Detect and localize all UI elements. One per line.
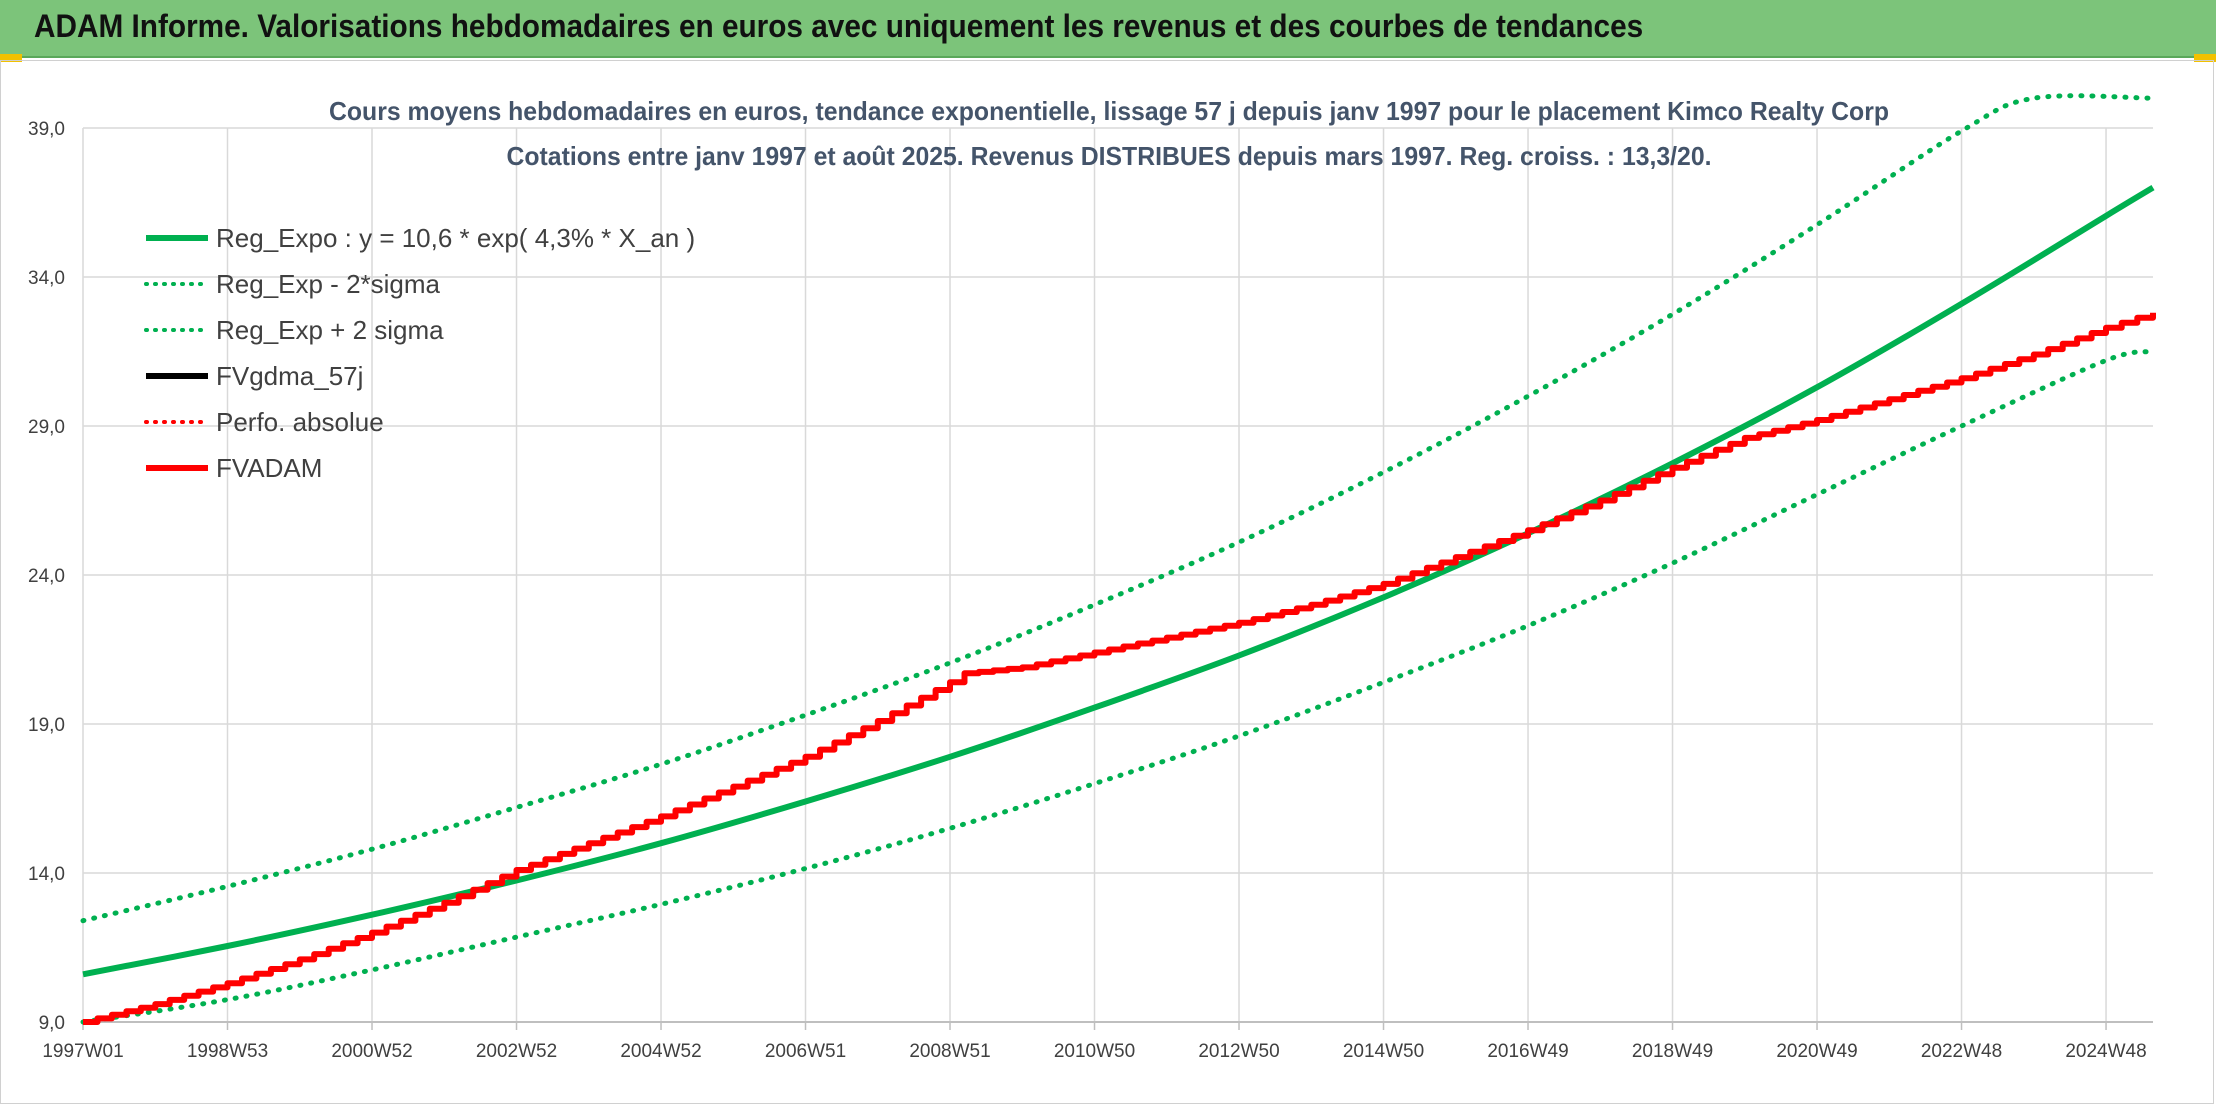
legend-reg-expo: Reg_Expo : y = 10,6 * exp( 4,3% * X_an ): [146, 223, 695, 253]
legend-fvgdma-57j: FVgdma_57j: [146, 361, 363, 391]
x-tick-label: 2016W49: [1487, 1041, 1568, 1062]
chart-subtitle: Cotations entre janv 1997 et août 2025. …: [507, 141, 1712, 171]
x-tick-label: 2010W50: [1054, 1041, 1135, 1062]
x-tick-label: 1998W53: [187, 1041, 268, 1062]
legend-label: Reg_Expo : y = 10,6 * exp( 4,3% * X_an ): [216, 223, 695, 253]
legend-perfo-absolue: Perfo. absolue: [144, 407, 384, 437]
legend-fvadam: FVADAM: [146, 453, 322, 483]
corner-mark-right: [2194, 54, 2216, 62]
series-reg-expo: [82, 185, 2155, 978]
y-tick-label: 14,0: [28, 864, 65, 885]
chart-frame: 9,0 14,0 19,0 24,0 29,0 34,0 39,0 1997W01 1998W5…: [0, 60, 2214, 1104]
legend-reg-exp-plus-2sigma: Reg_Exp + 2 sigma: [144, 315, 444, 345]
legend-label: Reg_Exp + 2 sigma: [216, 315, 444, 345]
series-reg-exp-plus-2sigma: [80, 93, 2156, 924]
x-tick-label: 2012W50: [1198, 1041, 1279, 1062]
x-tick-label: 2004W52: [620, 1041, 701, 1062]
y-tick-label: 39,0: [28, 119, 65, 140]
y-tick-label: 9,0: [39, 1013, 65, 1034]
tick-labels: 9,0 14,0 19,0 24,0 29,0 34,0 39,0 1997W01 1998W5…: [28, 119, 2147, 1062]
x-tick-label: 2022W48: [1921, 1041, 2002, 1062]
series-layer: [80, 93, 2156, 1025]
x-tick-label: 1997W01: [42, 1041, 123, 1062]
legend-label: Perfo. absolue: [216, 407, 384, 437]
series-reg-exp-minus-2sigma: [80, 349, 2156, 1025]
y-tick-label: 29,0: [28, 417, 65, 438]
series-fvadam: [83, 312, 2156, 1025]
x-tick-label: 2020W49: [1776, 1041, 1857, 1062]
axes: [82, 1021, 2153, 1030]
top-banner: ADAM Informe. Valorisations hebdomadaire…: [0, 0, 2216, 58]
chart-title: Cours moyens hebdomadaires en euros, ten…: [329, 96, 1889, 126]
legend-label: FVgdma_57j: [216, 361, 363, 391]
x-tick-label: 2002W52: [476, 1041, 557, 1062]
x-tick-label: 2000W52: [331, 1041, 412, 1062]
x-tick-label: 2006W51: [765, 1041, 846, 1062]
legend-reg-exp-minus-2sigma: Reg_Exp - 2*sigma: [144, 269, 441, 299]
chart-svg: 9,0 14,0 19,0 24,0 29,0 34,0 39,0 1997W01 1998W5…: [28, 93, 2156, 1062]
y-tick-label: 24,0: [28, 566, 65, 587]
corner-mark-left: [0, 54, 22, 62]
grid-lines: [82, 127, 2153, 1023]
x-tick-label: 2024W48: [2065, 1041, 2146, 1062]
x-tick-label: 2014W50: [1343, 1041, 1424, 1062]
y-tick-label: 19,0: [28, 715, 65, 736]
x-tick-label: 2008W51: [909, 1041, 990, 1062]
legend: Reg_Expo : y = 10,6 * exp( 4,3% * X_an )…: [144, 223, 695, 483]
x-tick-label: 2018W49: [1632, 1041, 1713, 1062]
banner-title: ADAM Informe. Valorisations hebdomadaire…: [34, 8, 1644, 44]
legend-label: FVADAM: [216, 453, 322, 483]
y-tick-label: 34,0: [28, 268, 65, 289]
legend-label: Reg_Exp - 2*sigma: [216, 269, 441, 299]
